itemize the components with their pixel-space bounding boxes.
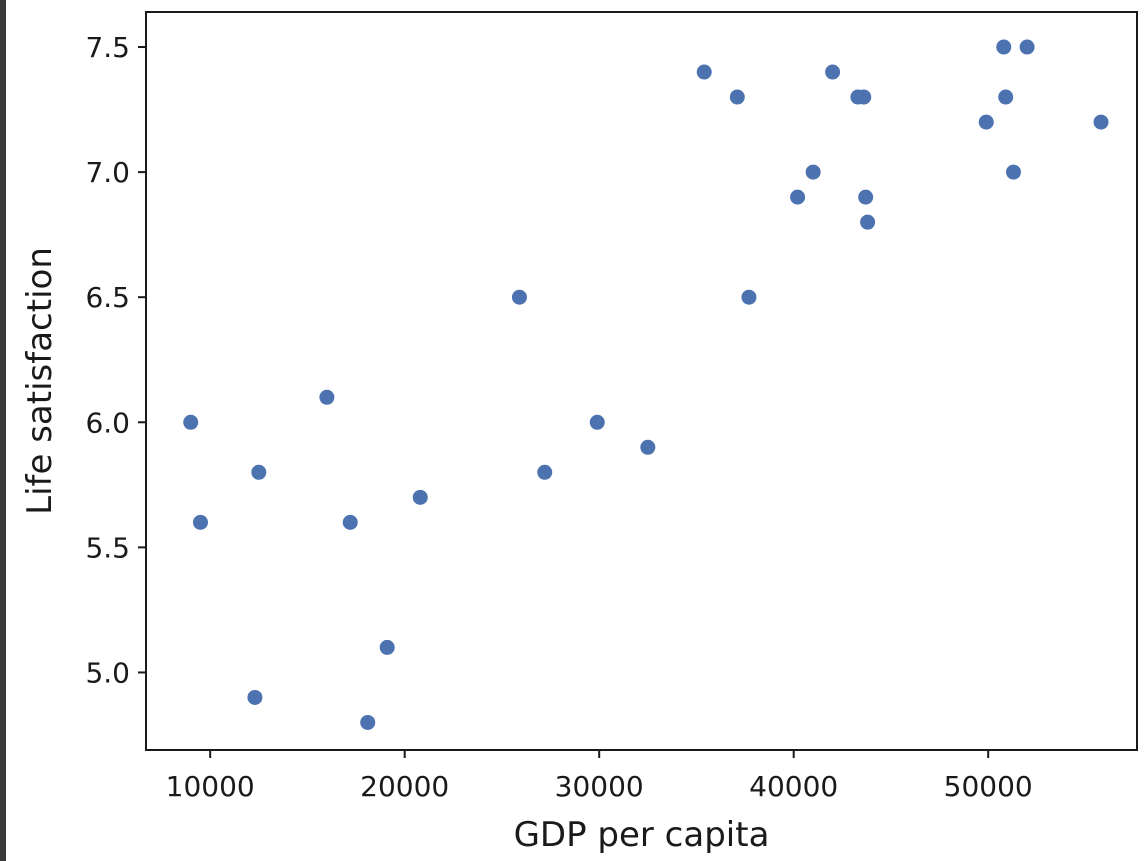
data-point xyxy=(379,639,395,655)
data-point xyxy=(998,89,1014,105)
y-tick-label: 6.0 xyxy=(85,406,130,439)
data-point xyxy=(696,64,712,80)
data-point xyxy=(183,414,199,430)
data-point xyxy=(856,89,872,105)
x-tick-label: 50000 xyxy=(944,770,1033,803)
window-edge xyxy=(0,0,6,861)
x-tick-label: 40000 xyxy=(749,770,838,803)
data-point xyxy=(511,289,527,305)
data-point xyxy=(978,114,994,130)
data-point xyxy=(858,189,874,205)
data-point xyxy=(741,289,757,305)
data-point xyxy=(1093,114,1109,130)
y-tick-label: 5.5 xyxy=(85,531,130,564)
data-point xyxy=(860,214,876,230)
data-point xyxy=(1005,164,1021,180)
y-axis: 5.0 5.5 6.0 6.5 7.0 7.5 xyxy=(85,31,146,689)
data-point xyxy=(589,414,605,430)
data-point xyxy=(1019,39,1035,55)
data-point xyxy=(247,689,263,705)
data-points xyxy=(183,39,1109,730)
plot-area xyxy=(145,11,1138,751)
data-point xyxy=(537,464,553,480)
y-tick-label: 7.5 xyxy=(85,31,130,64)
x-tick-label: 10000 xyxy=(166,770,255,803)
data-point xyxy=(996,39,1012,55)
x-axis: 10000 20000 30000 40000 50000 xyxy=(166,750,1033,803)
x-tick-label: 30000 xyxy=(555,770,644,803)
data-point xyxy=(251,464,267,480)
y-tick-label: 5.0 xyxy=(85,656,130,689)
data-point xyxy=(360,714,376,730)
y-axis-label: Life satisfaction xyxy=(20,247,60,515)
data-point xyxy=(805,164,821,180)
y-tick-label: 6.5 xyxy=(85,281,130,314)
data-point xyxy=(640,439,656,455)
data-point xyxy=(319,389,335,405)
data-point xyxy=(729,89,745,105)
data-point xyxy=(790,189,806,205)
x-tick-label: 20000 xyxy=(360,770,449,803)
data-point xyxy=(192,514,208,530)
x-axis-label: GDP per capita xyxy=(514,815,770,855)
data-point xyxy=(825,64,841,80)
data-point xyxy=(342,514,358,530)
y-tick-label: 7.0 xyxy=(85,156,130,189)
data-point xyxy=(412,489,428,505)
